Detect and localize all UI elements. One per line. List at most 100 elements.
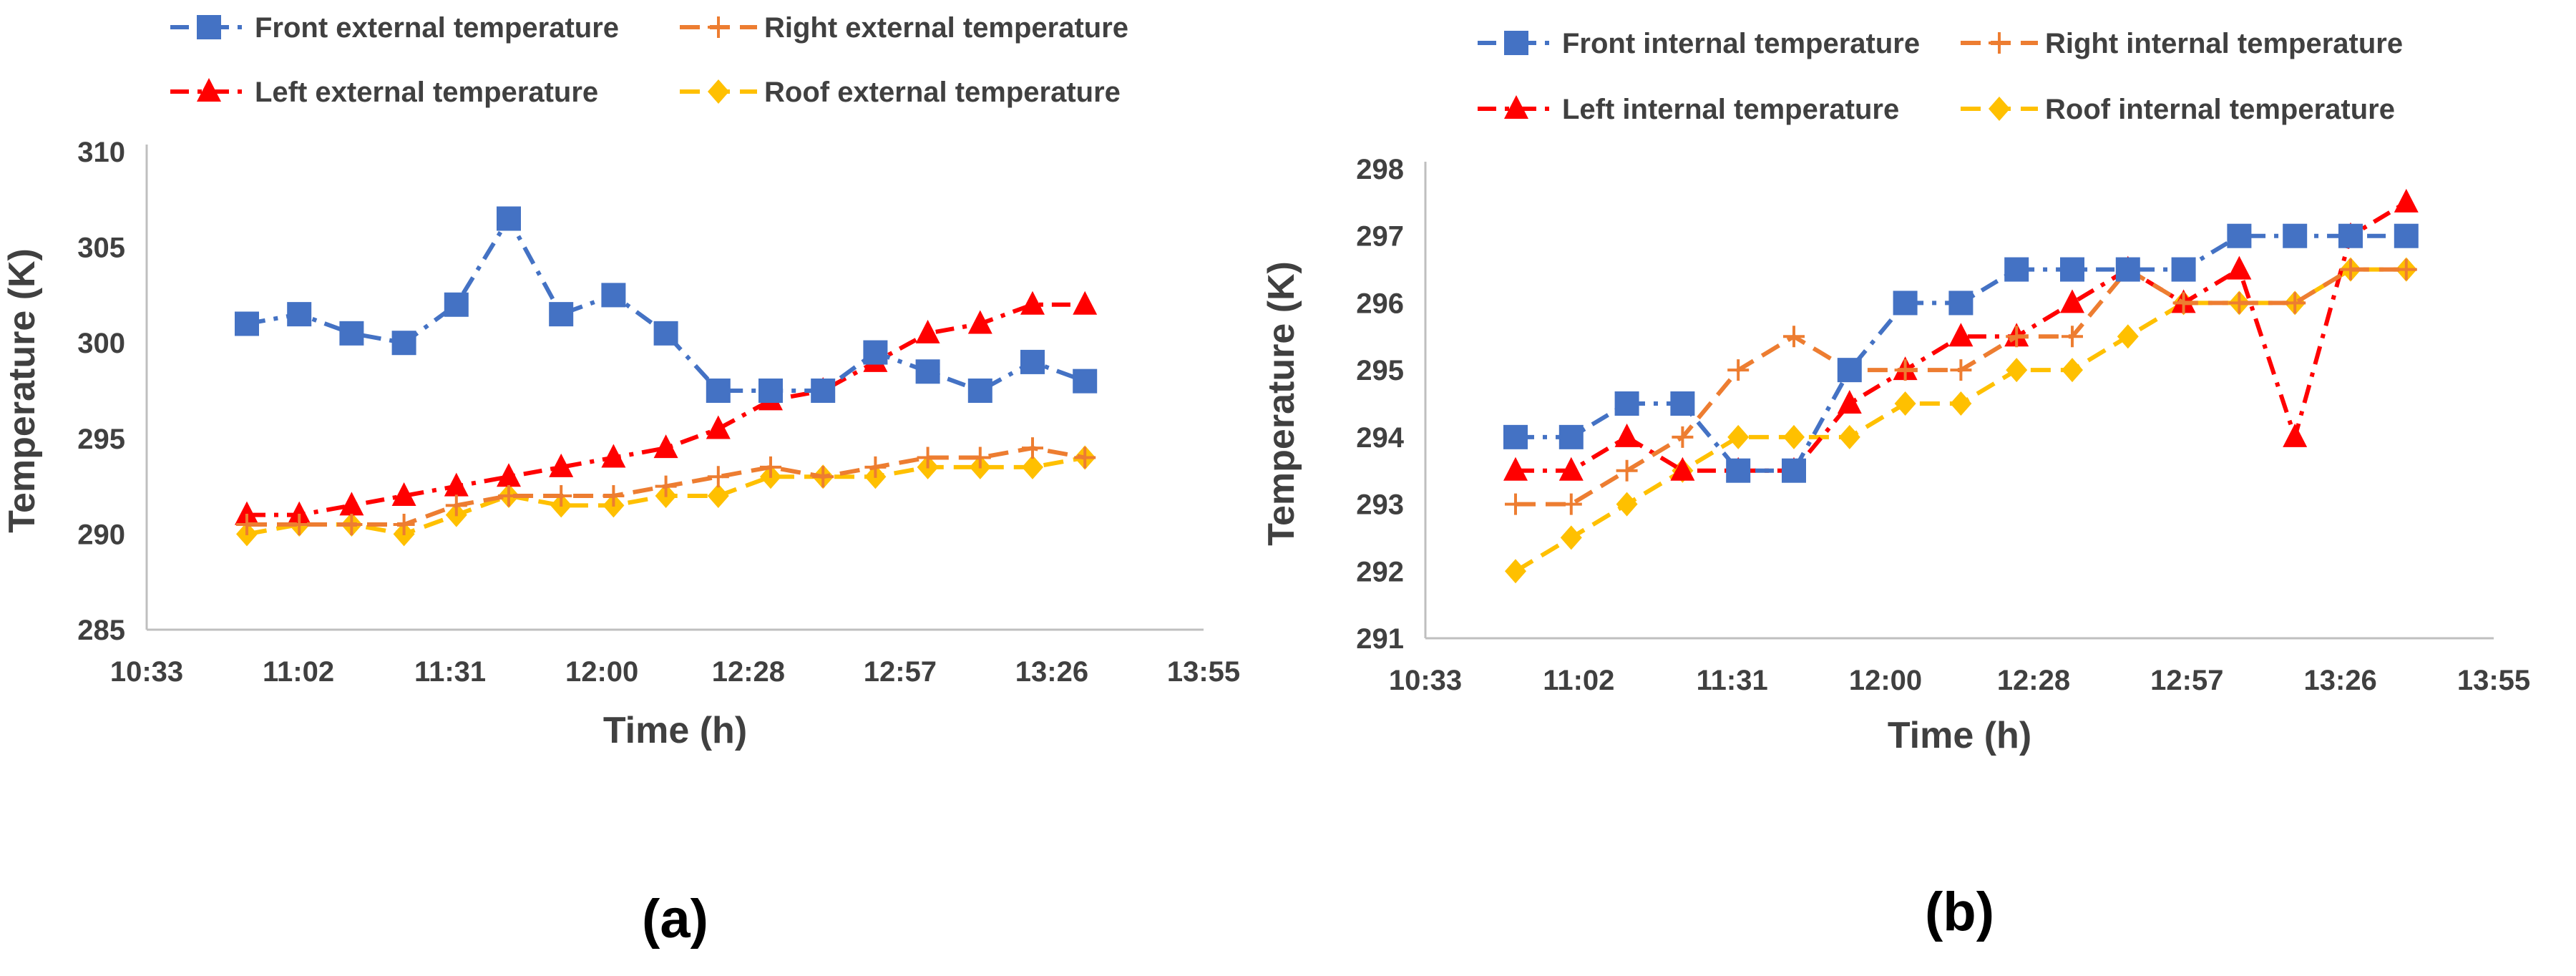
x-tick-label: 12:57 xyxy=(2150,665,2223,696)
data-point xyxy=(2395,258,2417,280)
legend-label: Roof internal temperature xyxy=(2045,94,2395,125)
x-tick-label: 11:02 xyxy=(263,656,334,688)
data-point xyxy=(864,456,887,478)
y-axis-title: Temperature (K) xyxy=(1261,261,1302,546)
x-tick-label: 13:55 xyxy=(1167,656,1240,688)
panel-a-chart: 285 290 295 300 305 310 10:33 11:02 11:31 12:00 12… xyxy=(1,12,1240,950)
data-point xyxy=(341,514,363,536)
data-point xyxy=(811,379,836,403)
data-point xyxy=(498,484,519,507)
data-point xyxy=(1948,291,1974,316)
data-point xyxy=(391,331,416,356)
data-point xyxy=(863,340,888,365)
data-point xyxy=(1950,391,1972,416)
data-point xyxy=(1505,559,1526,584)
data-point xyxy=(2172,292,2195,314)
data-point xyxy=(2060,289,2084,313)
legend-marker xyxy=(1504,95,1528,119)
y-axis-title: Temperature (K) xyxy=(1,248,43,533)
data-point xyxy=(2228,292,2250,314)
data-point xyxy=(2062,358,2083,383)
data-point xyxy=(2117,324,2139,349)
x-tick-label: 10:33 xyxy=(1389,665,1462,696)
y-tick-label: 294 xyxy=(1356,422,1404,454)
data-point xyxy=(1950,359,1972,381)
data-point xyxy=(2171,257,2196,282)
data-point xyxy=(1022,437,1043,459)
data-point xyxy=(1894,359,1916,381)
x-tick-label: 12:57 xyxy=(864,656,937,688)
legend-entry: Front external temperature xyxy=(170,12,619,44)
legend-entry: Left internal temperature xyxy=(1478,94,1899,125)
panel-label: (a) xyxy=(642,889,708,950)
series-front-external-temperature xyxy=(235,206,1098,403)
data-point xyxy=(339,492,364,516)
series-line xyxy=(246,214,1086,394)
data-point xyxy=(497,206,521,231)
data-point xyxy=(1783,424,1805,449)
y-tick-label: 285 xyxy=(77,615,125,646)
data-point xyxy=(444,472,469,497)
data-point xyxy=(969,446,991,469)
y-tick-label: 291 xyxy=(1356,623,1404,655)
legend-marker xyxy=(197,78,221,102)
y-tick-label: 293 xyxy=(1356,489,1404,521)
data-point xyxy=(2394,223,2419,248)
series-front-internal-temperature xyxy=(1503,223,2419,483)
data-point xyxy=(1505,493,1526,515)
y-tick-label: 290 xyxy=(77,519,125,550)
legend-marker xyxy=(1989,32,2010,54)
x-tick-label: 12:00 xyxy=(1849,665,1922,696)
data-point xyxy=(2284,292,2306,314)
data-point xyxy=(1022,454,1043,479)
data-point xyxy=(2227,255,2252,280)
data-point xyxy=(2227,223,2252,248)
legend-label: Left external temperature xyxy=(255,77,598,108)
x-tick-label: 13:26 xyxy=(1015,656,1088,688)
data-point xyxy=(2394,188,2419,213)
data-point xyxy=(1558,457,1584,481)
data-point xyxy=(2006,326,2028,348)
data-point xyxy=(760,456,781,478)
x-axis-title: Time (h) xyxy=(1888,715,2031,756)
series-line xyxy=(247,302,1085,517)
data-point xyxy=(653,321,678,346)
x-tick-label: 13:55 xyxy=(2457,665,2530,696)
data-point xyxy=(550,484,572,507)
legend-entry: Right external temperature xyxy=(680,12,1128,44)
data-point xyxy=(235,311,259,336)
data-point xyxy=(2062,326,2083,348)
data-point xyxy=(1614,423,1639,447)
data-point xyxy=(601,283,626,308)
y-tick-label: 292 xyxy=(1356,556,1404,587)
data-point xyxy=(706,379,731,403)
y-tick-label: 296 xyxy=(1356,288,1404,319)
data-point xyxy=(1726,458,1751,483)
data-point xyxy=(2060,257,2084,282)
data-point xyxy=(1782,458,1806,483)
series-line xyxy=(1516,233,2406,473)
data-point xyxy=(1614,391,1639,416)
legend-marker xyxy=(708,79,729,104)
data-point xyxy=(287,501,312,525)
data-point xyxy=(1670,457,1695,481)
data-point xyxy=(915,359,940,384)
data-point xyxy=(339,321,364,346)
data-point xyxy=(601,444,626,468)
data-point xyxy=(1670,391,1695,416)
data-point xyxy=(549,453,574,477)
data-point xyxy=(812,466,834,488)
data-point xyxy=(2115,257,2140,282)
legend-marker xyxy=(1504,31,1528,55)
y-tick-label: 297 xyxy=(1356,221,1404,253)
data-point xyxy=(1560,493,1582,515)
data-point xyxy=(1020,349,1045,374)
data-point xyxy=(706,415,731,439)
data-point xyxy=(1838,424,1860,449)
data-point xyxy=(967,310,992,334)
data-point xyxy=(1727,359,1750,381)
data-point xyxy=(1783,326,1805,348)
legend-label: Roof external temperature xyxy=(764,77,1121,108)
y-tick-label: 295 xyxy=(77,424,125,455)
